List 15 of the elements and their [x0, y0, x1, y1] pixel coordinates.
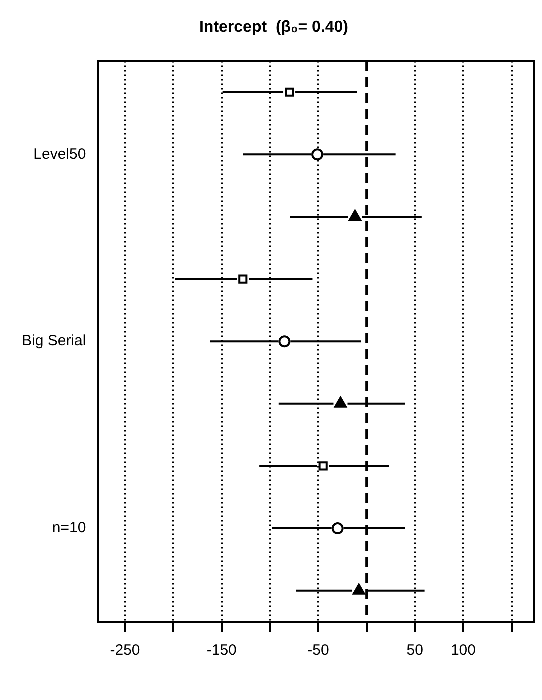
chart-title: Intercept (β₀= 0.40): [199, 19, 349, 36]
y-tick-label: Big Serial: [22, 332, 86, 350]
point: [278, 336, 291, 348]
point: [284, 88, 294, 97]
point: [318, 462, 328, 471]
point: [312, 148, 324, 161]
x-tick-label: -150: [206, 642, 237, 660]
x-tick-label: -50: [308, 642, 330, 660]
x-tick-label: 50: [406, 642, 424, 660]
point: [332, 522, 344, 535]
x-tick-label: 100: [450, 642, 476, 660]
y-tick-label: n=10: [52, 520, 86, 537]
point: [238, 274, 248, 284]
y-tick-label: Level50: [34, 146, 86, 163]
x-tick-label: -250: [110, 642, 140, 660]
